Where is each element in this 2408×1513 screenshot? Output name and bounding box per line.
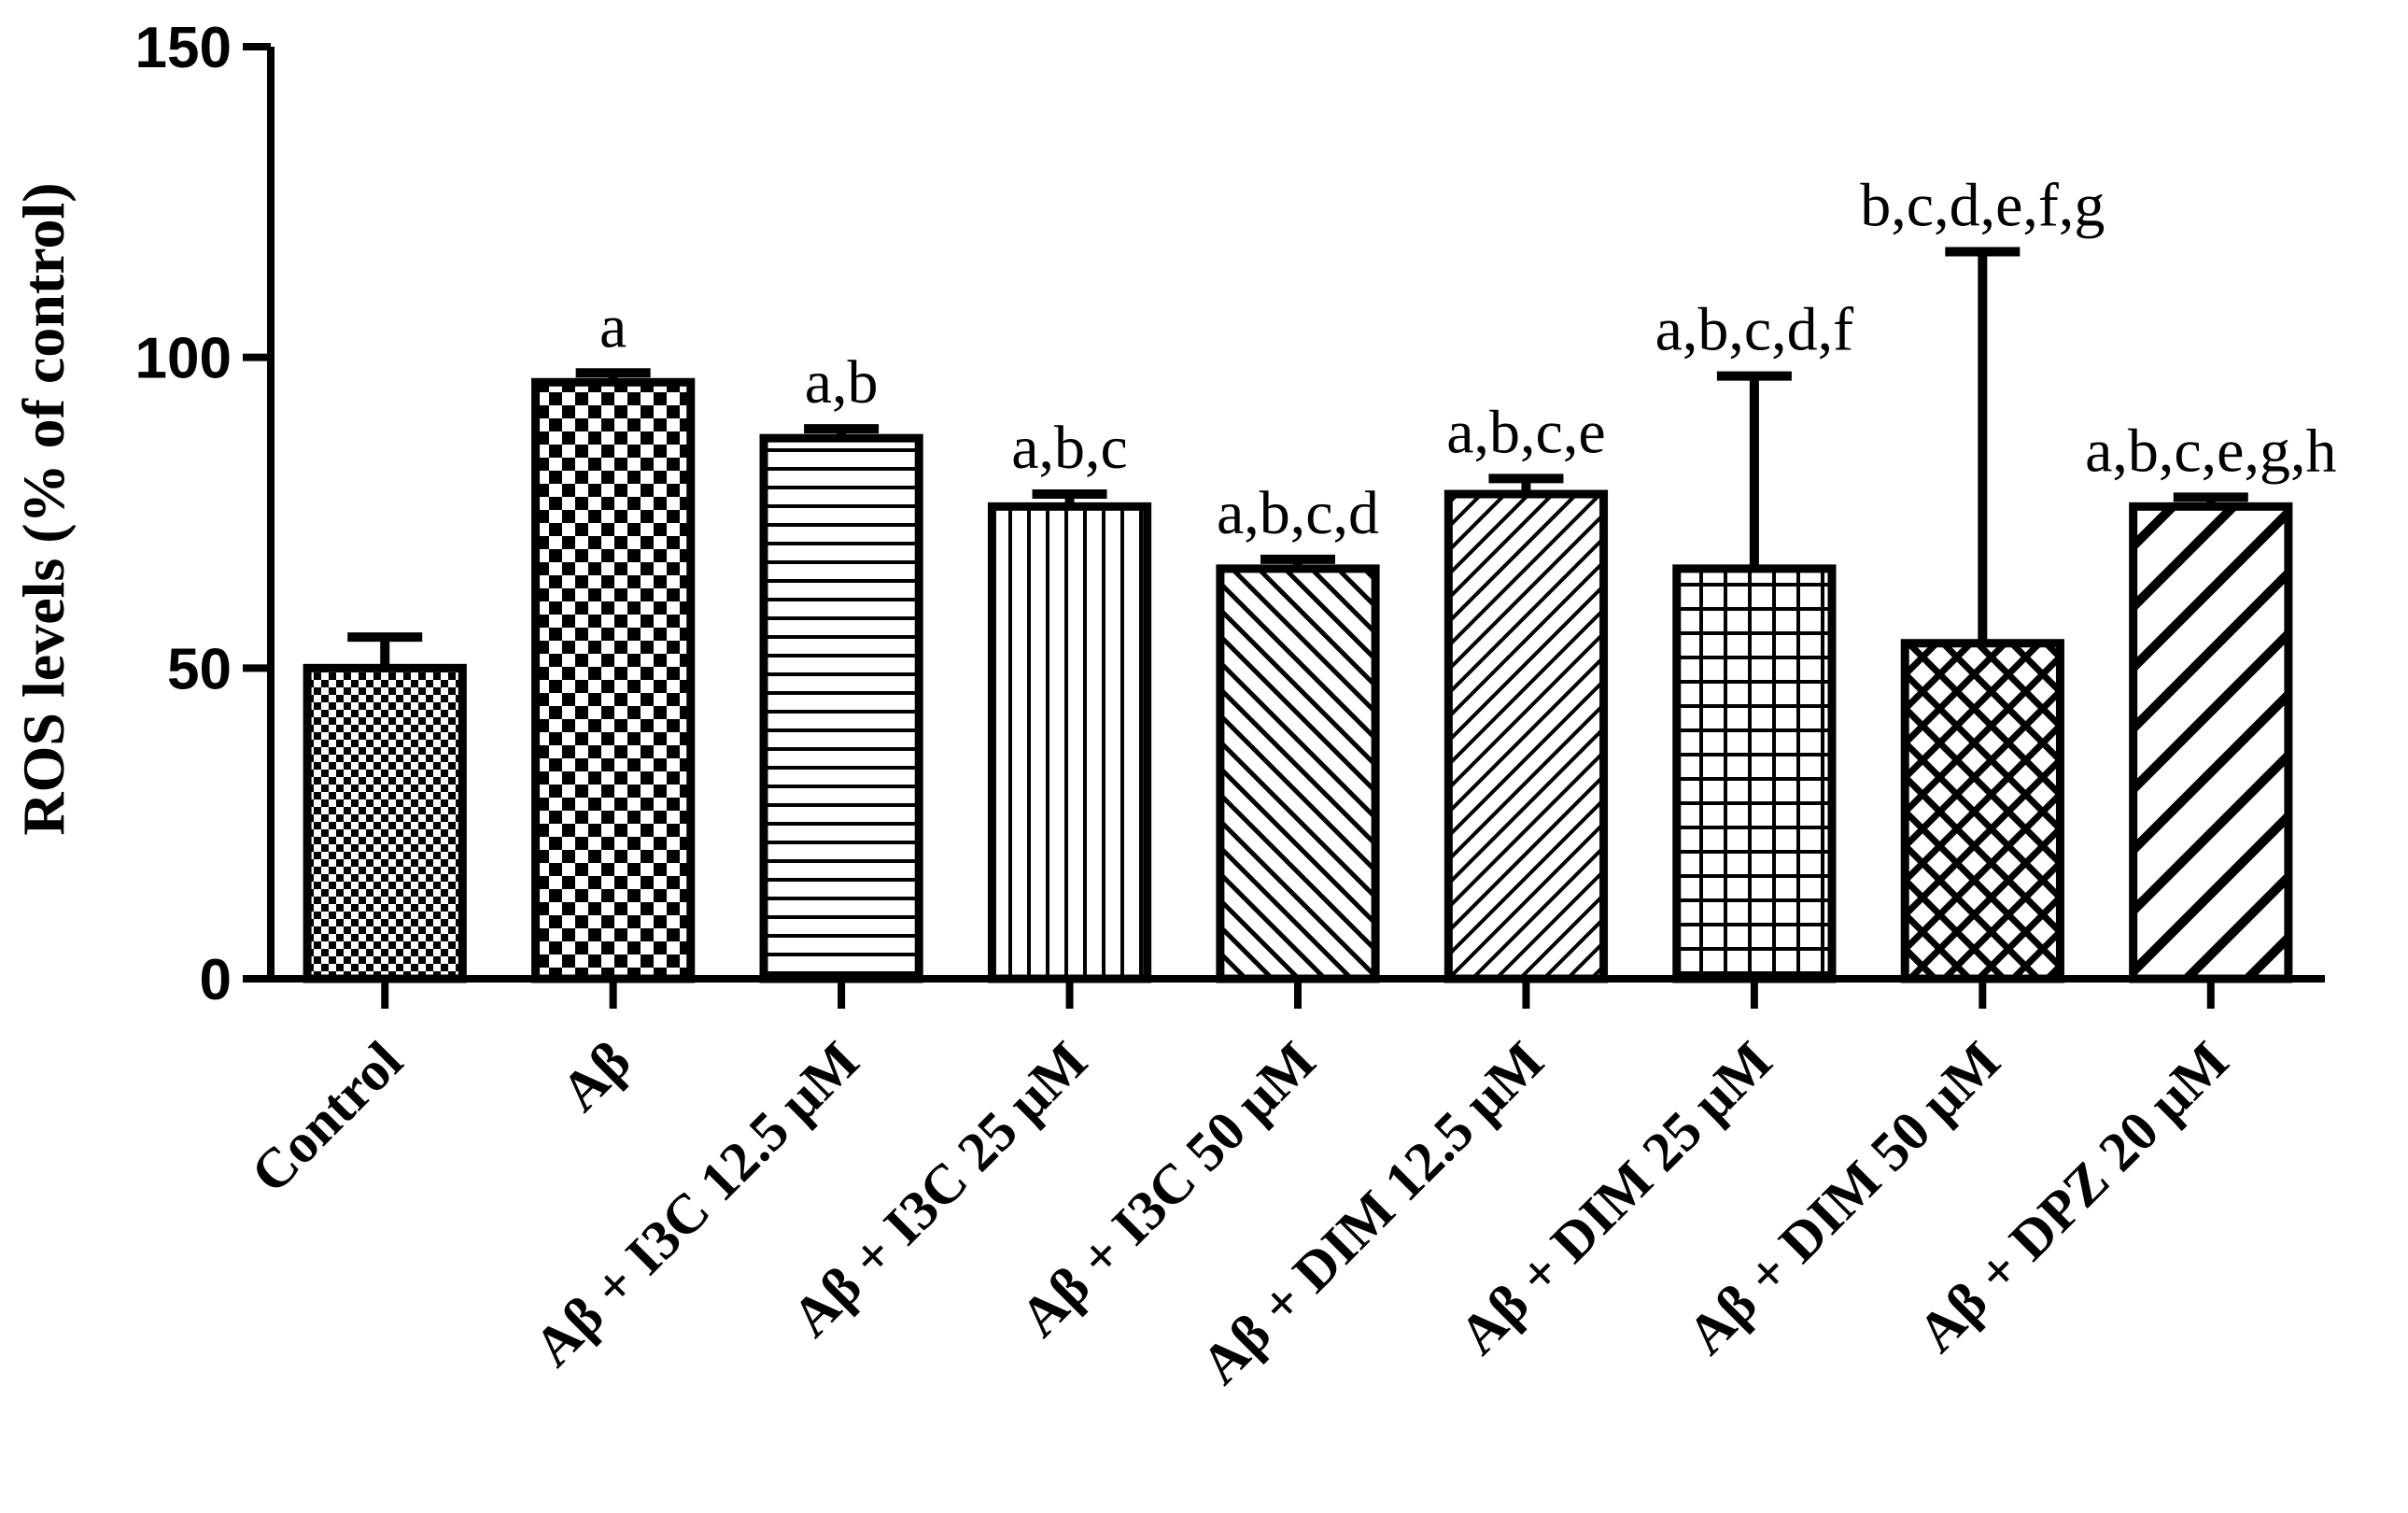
y-tick-label: 100 [135, 327, 232, 391]
bar [303, 663, 467, 983]
bar [1216, 564, 1380, 983]
significance-label: a,b,c,e [1446, 398, 1605, 466]
x-tick-label: Aβ [549, 1030, 642, 1124]
significance-label: a,b,c,e,g,h [2085, 417, 2336, 485]
bar [531, 377, 696, 983]
bar [1900, 639, 2064, 983]
significance-label: a,b [805, 348, 879, 417]
y-axis-title: ROS levels (% of control) [10, 182, 77, 835]
significance-label: a,b,c [1011, 414, 1128, 482]
y-ticks-layer: 0 50 100 150 [135, 16, 271, 1012]
annotations-layer: a a,b a,b,c a,b,c,d a,b,c,e a,b,c,d,fb,c,d,e,… [599, 172, 2336, 547]
y-tick-label: 150 [135, 16, 232, 80]
error-bars-layer [347, 247, 2248, 669]
bar [1443, 489, 1609, 983]
bars-layer [303, 377, 2293, 983]
significance-label: a [599, 292, 627, 361]
significance-label: a,b,c,d [1217, 479, 1379, 547]
y-tick-label: 50 [167, 637, 232, 701]
bar [2129, 502, 2293, 983]
x-tick-label: Control [239, 1030, 414, 1205]
bar [759, 433, 923, 983]
bar [1672, 564, 1837, 983]
significance-label: a,b,c,d,f [1655, 296, 1854, 364]
significance-label: b,c,d,e,f,g [1860, 172, 2105, 240]
bar [987, 502, 1152, 983]
y-tick-label: 0 [200, 948, 232, 1012]
